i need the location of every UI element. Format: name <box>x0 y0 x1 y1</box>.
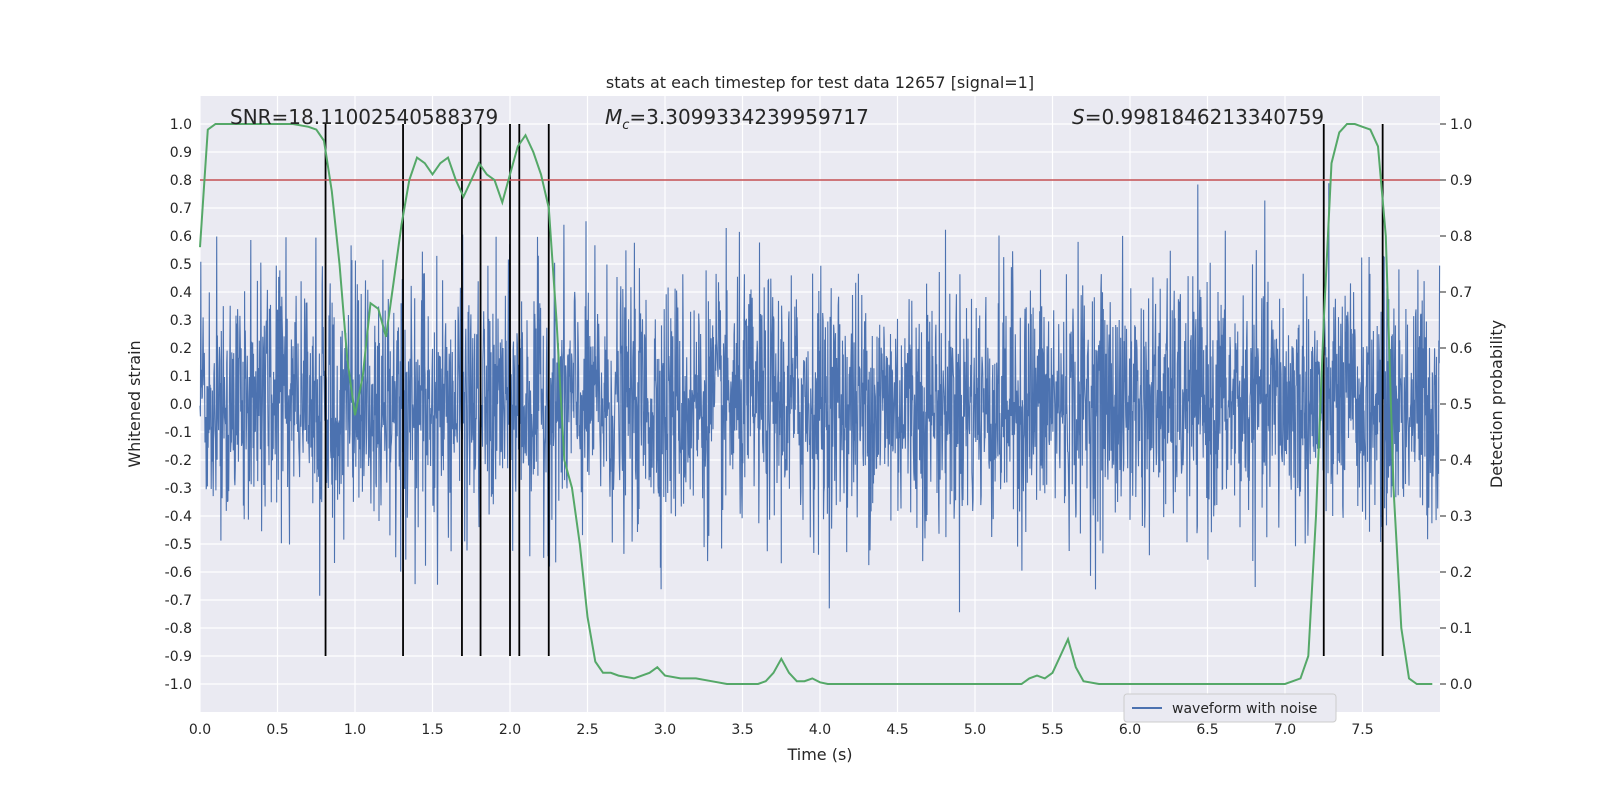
x-tick-label: 5.5 <box>1041 722 1063 738</box>
x-tick-label: 3.5 <box>731 722 753 738</box>
x-tick-label: 6.5 <box>1196 722 1218 738</box>
y-tick-label: 0.7 <box>170 201 192 217</box>
mc-subscript: c <box>622 118 629 133</box>
mc-symbol: M <box>605 105 622 129</box>
y2-tick-label: 0.2 <box>1450 565 1472 581</box>
y-tick-label: 0.1 <box>170 369 192 385</box>
y-tick-label: 1.0 <box>170 117 192 133</box>
x-tick-label: 7.0 <box>1274 722 1296 738</box>
x-tick-label: 0.0 <box>189 722 211 738</box>
y-tick-label: 0.6 <box>170 229 192 245</box>
x-tick-label: 5.0 <box>964 722 986 738</box>
waveform-series <box>199 183 1441 613</box>
y2-tick-label: 0.6 <box>1450 341 1472 357</box>
y-tick-label: 0.5 <box>170 257 192 273</box>
y2-axis-ticks: 0.0 0.1 0.2 0.3 0.4 0.5 0.6 0.7 0.8 0.9 1.0 <box>1440 117 1472 693</box>
y-tick-label: 0.4 <box>170 285 192 301</box>
probability-series <box>199 123 1433 685</box>
x-tick-label: 3.0 <box>654 722 676 738</box>
x-tick-label: 4.0 <box>809 722 831 738</box>
y2-tick-label: 0.3 <box>1450 509 1472 525</box>
probability-line <box>199 123 1433 685</box>
x-tick-label: 7.5 <box>1351 722 1373 738</box>
s-value: =0.9981846213340759 <box>1085 105 1324 129</box>
mc-annotation: Mc=3.3099334239959717 <box>605 105 869 133</box>
y-tick-label: -1.0 <box>165 677 192 693</box>
y-tick-label: -0.3 <box>165 481 192 497</box>
x-axis-label: Time (s) <box>786 745 852 764</box>
y2-tick-label: 0.8 <box>1450 229 1472 245</box>
y2-tick-label: 0.7 <box>1450 285 1472 301</box>
y2-tick-label: 0.1 <box>1450 621 1472 637</box>
y-tick-label: 0.0 <box>170 397 192 413</box>
x-tick-label: 0.5 <box>266 722 288 738</box>
y-tick-label: 0.9 <box>170 145 192 161</box>
y-tick-label: -0.5 <box>165 537 192 553</box>
y-tick-label: -0.4 <box>165 509 192 525</box>
mc-value: =3.3099334239959717 <box>629 105 868 129</box>
x-axis-ticks: 0.0 0.5 1.0 1.5 2.0 2.5 3.0 3.5 4.0 4.5 5.0 5.5 6.0 6… <box>189 722 1374 738</box>
legend: waveform with noise <box>1123 693 1337 723</box>
y-tick-label: 0.8 <box>170 173 192 189</box>
y2-tick-label: 0.0 <box>1450 677 1472 693</box>
y-tick-label: -0.6 <box>165 565 192 581</box>
snr-annotation: SNR=18.11002540588379 <box>230 105 498 129</box>
x-tick-label: 1.5 <box>421 722 443 738</box>
y-axis-ticks: -1.0 -0.9 -0.8 -0.7 -0.6 -0.5 -0.4 -0.3 -0.2 -0.1… <box>165 117 192 693</box>
y2-tick-label: 1.0 <box>1450 117 1472 133</box>
x-tick-label: 2.0 <box>499 722 521 738</box>
y-tick-label: -0.2 <box>165 453 192 469</box>
y-tick-label: 0.2 <box>170 341 192 357</box>
vertical-markers <box>324 124 1384 656</box>
x-tick-label: 2.5 <box>576 722 598 738</box>
y-tick-label: 0.3 <box>170 313 192 329</box>
x-tick-label: 6.0 <box>1119 722 1141 738</box>
s-symbol: S <box>1072 105 1085 129</box>
y2-tick-label: 0.9 <box>1450 173 1472 189</box>
chart-title: stats at each timestep for test data 126… <box>606 73 1034 92</box>
s-annotation: S=0.9981846213340759 <box>1072 105 1324 129</box>
y2-tick-label: 0.5 <box>1450 397 1472 413</box>
legend-box <box>1123 693 1337 723</box>
y-axis-label: Whitened strain <box>125 340 144 467</box>
x-tick-label: 4.5 <box>886 722 908 738</box>
legend-label: waveform with noise <box>1172 701 1317 717</box>
y-tick-label: -0.8 <box>165 621 192 637</box>
y2-tick-label: 0.4 <box>1450 453 1472 469</box>
y2-axis-label: Detection probability <box>1487 320 1506 488</box>
y-tick-label: -0.9 <box>165 649 192 665</box>
y-tick-label: -0.1 <box>165 425 192 441</box>
x-tick-label: 1.0 <box>344 722 366 738</box>
y-tick-label: -0.7 <box>165 593 192 609</box>
waveform-line <box>199 183 1441 613</box>
